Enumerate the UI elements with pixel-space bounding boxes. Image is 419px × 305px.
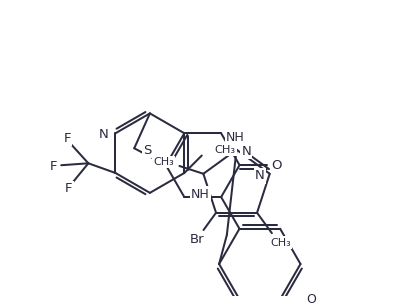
Text: S: S <box>143 144 151 157</box>
Text: F: F <box>65 182 73 195</box>
Text: NH: NH <box>226 131 245 144</box>
Text: F: F <box>63 131 71 145</box>
Text: Br: Br <box>189 233 204 246</box>
Text: CH₃: CH₃ <box>153 157 174 167</box>
Text: N: N <box>241 145 251 158</box>
Text: O: O <box>306 293 316 305</box>
Text: N: N <box>255 169 265 182</box>
Text: CH₃: CH₃ <box>271 238 291 248</box>
Text: O: O <box>271 159 282 172</box>
Text: CH₃: CH₃ <box>215 145 235 155</box>
Text: N: N <box>99 128 109 141</box>
Text: F: F <box>50 160 57 173</box>
Text: NH: NH <box>191 188 210 201</box>
